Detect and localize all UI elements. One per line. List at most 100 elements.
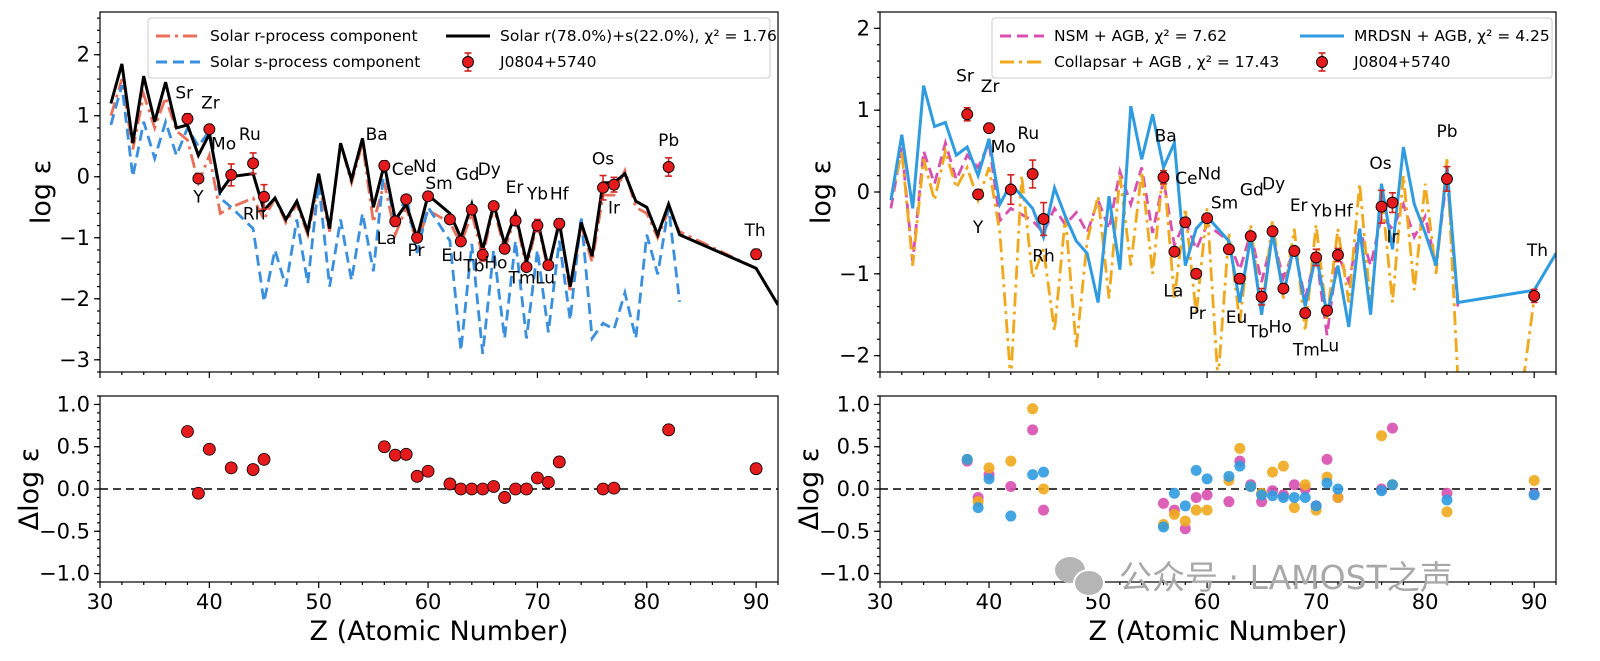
element-label: Hf	[550, 184, 570, 204]
element-label: Mo	[991, 138, 1016, 158]
residual-point	[607, 481, 621, 495]
element-label: La	[1163, 282, 1183, 302]
element-label: Rh	[1032, 247, 1055, 267]
residual-point	[541, 475, 555, 489]
data-point	[411, 231, 424, 244]
residual-point	[1376, 485, 1388, 497]
element-label: Ce	[392, 160, 414, 180]
element-label: Yb	[526, 184, 548, 204]
element-label: Zr	[981, 77, 1000, 97]
residual-point	[983, 473, 995, 485]
data-point	[662, 161, 675, 173]
legend-label: Solar r(78.0%)+s(22.0%), χ² = 1.76	[500, 27, 777, 45]
element-label: Gd	[1240, 180, 1264, 200]
y-tick-label: 0.5	[837, 435, 870, 459]
residual-point	[487, 480, 501, 493]
residual-point	[1201, 504, 1213, 516]
residual-point	[1299, 491, 1311, 503]
data-point	[422, 190, 435, 203]
residual-point	[1234, 460, 1246, 472]
legend-marker	[1316, 56, 1328, 68]
element-label: Tm	[508, 269, 536, 289]
element-label: Ru	[239, 125, 261, 145]
data-point	[476, 248, 489, 261]
y-tick-label: −3	[59, 348, 90, 372]
element-label: Er	[506, 178, 524, 198]
legend-label: J0804+5740	[499, 53, 596, 71]
legend: Solar r-process component Solar s-process…	[147, 17, 777, 79]
data-point	[1037, 213, 1050, 225]
residual-point	[1179, 523, 1191, 535]
x-axis-label: Z (Atomic Number)	[1089, 616, 1348, 647]
y-tick-label: 2	[857, 16, 870, 40]
data-point	[1026, 168, 1039, 180]
residual-point	[1005, 455, 1017, 467]
residual-point	[1157, 497, 1169, 509]
element-label: Nd	[413, 157, 437, 177]
element-label: Th	[743, 221, 765, 241]
residual-point	[498, 491, 512, 504]
residual-point	[476, 482, 490, 496]
element-label: Ba	[1155, 126, 1177, 146]
watermark: 公众号 · LAMOST之声	[1055, 548, 1525, 602]
residual-point	[1038, 466, 1050, 478]
element-label: Ir	[608, 198, 620, 218]
data-point	[1331, 249, 1344, 261]
x-tick-label: 50	[305, 590, 332, 614]
watermark-text: 公众号 · LAMOST之声	[1119, 558, 1453, 597]
y-tick-label: −2	[839, 344, 870, 368]
data-point	[1299, 307, 1312, 320]
element-label: Ho	[484, 253, 507, 273]
residual-point	[1005, 480, 1017, 492]
element-label: Zr	[201, 93, 220, 113]
residual-point	[181, 425, 194, 438]
element-label: Nd	[1198, 165, 1222, 185]
legend-label: MRDSN + AGB, χ² = 4.25	[1354, 27, 1550, 45]
element-label: Eu	[441, 246, 463, 266]
residual-point	[1038, 504, 1050, 516]
residual-point	[410, 469, 424, 483]
data-point	[1386, 196, 1399, 209]
element-label: Ru	[1017, 124, 1039, 144]
element-label: Lu	[535, 269, 555, 289]
residual-point	[1168, 508, 1180, 520]
data-point	[443, 213, 456, 226]
residual-point	[443, 477, 457, 491]
y-tick-label: 0	[77, 165, 90, 189]
y-tick-label: 0.0	[837, 477, 870, 501]
data-point	[983, 122, 995, 135]
y-tick-label: −2	[59, 287, 90, 311]
data-point	[203, 123, 216, 136]
residual-point	[1201, 473, 1213, 485]
data-point	[509, 214, 522, 227]
data-point	[597, 181, 609, 194]
y-axis-label: log ε	[806, 160, 837, 224]
data-point	[520, 261, 533, 274]
residual-point	[1190, 504, 1202, 516]
residual-point	[421, 464, 435, 478]
y-axis-label: Δlog ε	[794, 448, 825, 531]
residual-point	[1223, 496, 1235, 508]
data-point	[1168, 245, 1181, 258]
data-point	[1222, 243, 1235, 256]
plot-area	[889, 85, 1556, 372]
y-tick-label: 1.0	[837, 392, 870, 416]
residual-point	[1027, 403, 1039, 415]
residual-point	[596, 482, 610, 496]
plot-area	[100, 423, 778, 504]
legend-box	[147, 17, 771, 79]
residual-point	[1267, 490, 1279, 502]
data-point	[465, 203, 478, 216]
data-point	[487, 200, 500, 212]
legend-label: Solar s-process component	[210, 53, 420, 71]
residual-point	[1288, 479, 1300, 491]
plot-area	[880, 403, 1556, 535]
residual-point	[1005, 510, 1017, 522]
data-point	[1244, 230, 1257, 243]
element-label: Y	[972, 218, 984, 238]
residual-point	[1321, 477, 1333, 489]
y-tick-label: 0.5	[57, 435, 90, 459]
x-tick-label: 60	[415, 590, 442, 614]
data-point	[1321, 304, 1333, 317]
residual-point	[552, 455, 566, 469]
